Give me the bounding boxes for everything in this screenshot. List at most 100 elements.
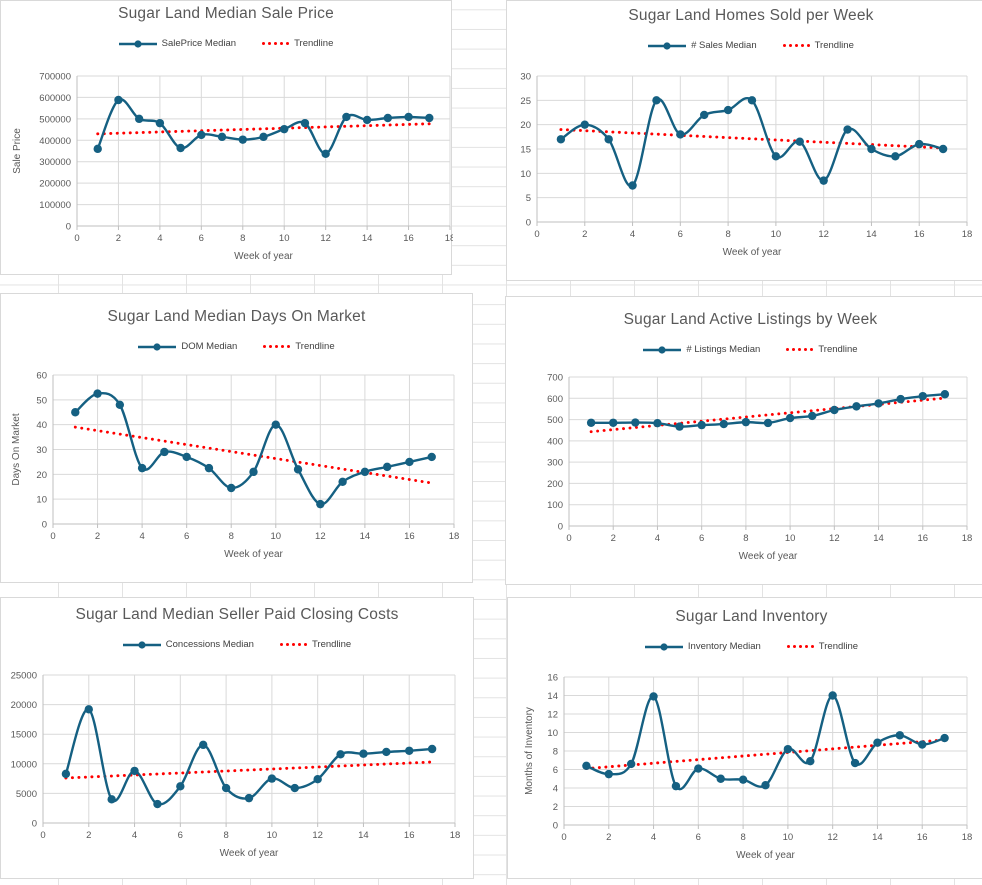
x-tick-label: 8 [743,533,748,544]
data-point-marker [227,483,236,493]
y-tick-label: 25 [520,96,531,107]
x-tick-label: 4 [157,233,162,244]
data-point-marker [382,747,391,757]
x-tick-label: 0 [566,533,571,544]
legend-series-item: # Sales Median [648,40,757,51]
data-point-marker [609,418,618,427]
y-tick-label: 0 [66,222,71,233]
data-point-marker [321,149,330,158]
y-tick-label: 10 [547,728,558,739]
data-point-marker [427,452,436,462]
data-point-marker [293,465,303,474]
legend-series-item: SalePrice Median [118,38,237,49]
chart-title: Sugar Land Homes Sold per Week [628,7,874,24]
y-tick-label: 700000 [39,72,71,83]
legend-series-label: SalePrice Median [161,38,237,49]
trendline-swatch-icon [262,42,290,45]
y-tick-label: 300 [547,458,563,469]
y-tick-label: 0 [42,520,47,531]
data-point-marker [267,774,277,783]
legend-trendline-item: Trendline [786,344,858,355]
x-tick-label: 10 [785,533,796,544]
y-tick-label: 20000 [11,700,37,711]
data-point-marker [280,124,289,134]
series-line [585,694,946,791]
data-point-marker [383,113,393,123]
x-tick-label: 18 [962,832,973,843]
y-tick-label: 16 [547,673,558,684]
y-tick-label: 12 [547,710,558,721]
data-point-marker [915,139,924,149]
data-point-marker [874,399,883,408]
data-point-marker [338,477,347,486]
chart-legend: Inventory Median Trendline [508,641,982,652]
x-tick-label: 0 [40,830,45,841]
y-tick-label: 500 [547,415,563,426]
data-point-marker [719,419,728,429]
y-tick-label: 2 [553,802,558,813]
data-point-marker [671,781,681,791]
data-point-marker [182,452,191,462]
chart-active-listings-by-week[interactable]: Sugar Land Active Listings by Week # Lis… [505,296,982,585]
data-point-marker [649,692,658,701]
series-swatch-icon [122,640,161,649]
legend-series-label: Inventory Median [687,641,761,652]
data-point-marker [425,113,434,123]
y-tick-label: 0 [558,522,563,533]
data-point-marker [918,391,927,401]
trendline-swatch-icon [786,645,814,648]
y-tick-label: 600 [547,394,563,405]
y-axis-title: Days On Market [11,413,22,485]
data-point-marker [93,389,102,398]
y-tick-label: 60 [36,371,47,382]
x-tick-label: 6 [699,533,704,544]
chart-homes-sold-per-week[interactable]: Sugar Land Homes Sold per Week # Sales M… [506,0,982,281]
x-tick-label: 2 [611,533,616,544]
y-tick-label: 30 [520,72,531,83]
trendline-swatch-icon [279,643,307,646]
data-point-marker [653,418,662,428]
data-point-marker [556,135,566,144]
x-tick-label: 6 [199,233,204,244]
data-point-marker [867,144,876,154]
x-tick-label: 12 [320,233,331,244]
series-line [64,708,434,806]
x-tick-label: 4 [132,830,137,841]
data-point-marker [204,463,214,473]
series-swatch-icon [644,642,683,651]
x-tick-label: 14 [360,531,371,542]
chart-median-days-on-market[interactable]: Sugar Land Median Days On Market DOM Med… [0,293,473,583]
data-point-marker [134,114,144,124]
y-tick-label: 200 [547,479,563,490]
data-point-marker [940,390,950,399]
legend-series-label: # Listings Median [686,344,761,355]
y-tick-label: 40 [36,420,47,431]
data-point-marker [652,96,661,105]
data-point-marker [155,118,165,128]
trendline [96,122,431,136]
data-point-marker [763,418,773,428]
data-point-marker [114,95,123,105]
trendline-swatch-icon [786,348,814,351]
trendline [64,760,434,780]
x-tick-label: 18 [962,229,973,240]
series-swatch-icon [118,39,157,48]
x-tick-label: 18 [445,233,453,244]
x-tick-label: 0 [74,233,79,244]
y-tick-label: 0 [526,218,531,229]
data-point-marker [850,758,860,768]
data-point-marker [107,795,116,804]
x-tick-label: 18 [450,830,461,841]
y-tick-label: 15 [520,145,531,156]
x-tick-label: 16 [404,531,415,542]
chart-median-seller-paid-closing-costs[interactable]: Sugar Land Median Seller Paid Closing Co… [0,597,474,879]
y-tick-label: 25000 [11,671,37,682]
x-axis-title: Week of year [220,848,279,859]
x-tick-label: 10 [267,830,278,841]
data-point-marker [808,411,817,421]
chart-title: Sugar Land Median Sale Price [118,5,334,22]
chart-inventory[interactable]: Sugar Land Inventory Inventory Median Tr… [507,597,982,879]
chart-median-sale-price[interactable]: Sugar Land Median Sale Price SalePrice M… [0,0,453,275]
legend-trendline-item: Trendline [262,38,333,49]
data-point-marker [160,447,169,457]
